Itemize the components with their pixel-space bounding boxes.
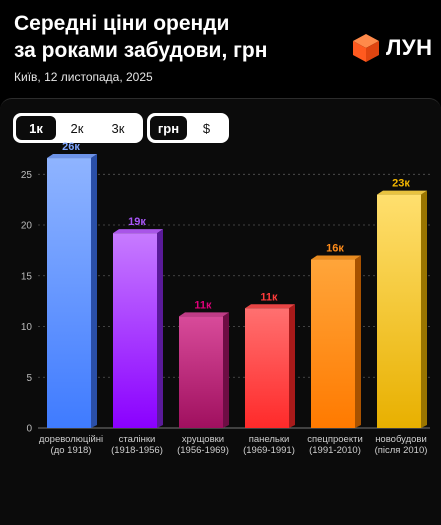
bar (113, 233, 157, 428)
title-line-1: Середні ціни оренди (14, 12, 230, 35)
bar-cap (47, 154, 97, 159)
page-subtitle: Київ, 12 листопада, 2025 (14, 70, 153, 84)
bar (311, 259, 355, 428)
lun-logo[interactable]: ЛУН (352, 32, 433, 64)
y-tick-label: 20 (21, 221, 33, 232)
bar (47, 158, 91, 428)
bar-cap (245, 304, 295, 309)
bar (245, 308, 289, 428)
bar-side (421, 190, 427, 428)
bar-cap (311, 255, 361, 260)
x-tick-label: дореволюційні (39, 434, 103, 445)
currency-option-usd[interactable]: $ (202, 120, 211, 136)
bar-cap (113, 229, 163, 234)
data-label: 11к (260, 291, 278, 303)
x-tick-sublabel: (1956-1969) (177, 445, 229, 456)
bar-side (223, 312, 229, 428)
data-label: 19к (128, 216, 146, 228)
x-tick-label: хрущовки (182, 434, 224, 445)
x-tick-label: панельки (249, 434, 290, 445)
x-tick-label: новобудови (375, 434, 427, 445)
x-tick-sublabel: (1991-2010) (309, 445, 361, 456)
x-tick-label: сталінки (119, 434, 156, 445)
x-tick-sublabel: (до 1918) (51, 445, 92, 456)
bar-side (289, 304, 295, 428)
bar-cap (377, 190, 427, 195)
bar-cap (179, 312, 229, 317)
data-label: 26к (62, 141, 80, 153)
x-tick-sublabel: (після 2010) (375, 445, 428, 456)
data-label: 16к (326, 243, 344, 255)
bar-side (157, 229, 163, 428)
bar-chart: 0 5 10 15 20 25 26к дореволюційні(до 1918) 19к ст… (21, 141, 430, 456)
period-option-1k[interactable]: 1к (16, 116, 56, 140)
bar-side (355, 255, 361, 428)
x-tick-label: спецпроекти (307, 434, 363, 445)
bar (179, 316, 223, 428)
bar-side (91, 154, 97, 428)
y-tick-label: 10 (21, 322, 33, 333)
x-tick-sublabel: (1918-1956) (111, 445, 163, 456)
period-option-3k[interactable]: 3к (111, 120, 125, 136)
y-tick-label: 25 (21, 170, 33, 181)
title-line-2: за роками забудови, грн (14, 39, 268, 62)
data-label: 11к (194, 299, 212, 311)
page-title: Середні ціни оренди за роками забудови, … (14, 10, 334, 64)
y-tick-label: 15 (21, 271, 33, 282)
logo-text: ЛУН (386, 35, 433, 60)
x-tick-sublabel: (1969-1991) (243, 445, 295, 456)
y-tick-label: 0 (26, 424, 32, 435)
currency-option-uah[interactable]: грн (150, 116, 187, 140)
cube-logo-icon (352, 33, 380, 63)
chart-card: 1к 2к 3к грн $ 0 5 10 15 20 25 26к дореволюційн… (0, 98, 441, 525)
period-option-2k[interactable]: 2к (70, 120, 84, 136)
data-label: 23к (392, 178, 410, 190)
bar (377, 194, 421, 428)
y-tick-label: 5 (26, 373, 32, 384)
currency-switch: грн $ (147, 113, 229, 143)
room-count-switch: 1к 2к 3к (13, 113, 143, 143)
